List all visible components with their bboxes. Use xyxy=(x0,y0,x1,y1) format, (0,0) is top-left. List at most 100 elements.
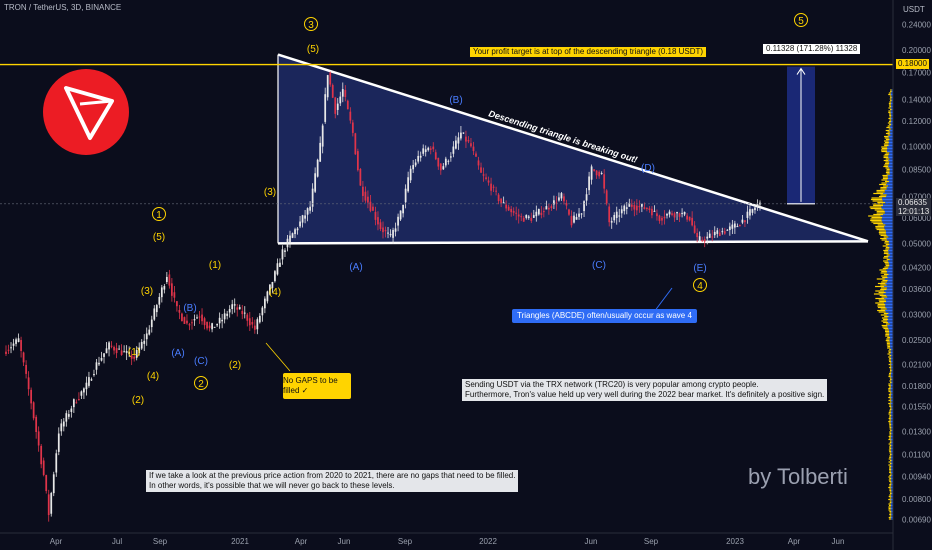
candle-body xyxy=(625,207,628,209)
candle-body xyxy=(756,203,759,208)
candle-body xyxy=(356,151,359,171)
candle-body xyxy=(158,296,161,305)
candle-body xyxy=(726,229,729,231)
x-tick-label: Jun xyxy=(338,537,351,546)
candle-body xyxy=(520,216,523,218)
x-tick-label: Apr xyxy=(788,537,801,546)
y-tick-label: 0.14000 xyxy=(902,96,931,105)
y-tick-label: 0.06000 xyxy=(902,214,931,223)
candle-body xyxy=(661,217,663,221)
candle-body xyxy=(749,209,751,216)
y-tick-label: 0.03000 xyxy=(902,311,931,320)
wave-label: 5 xyxy=(798,16,804,27)
candle-body xyxy=(331,85,334,98)
candle-body xyxy=(143,340,146,344)
candle-body xyxy=(407,177,410,192)
y-tick-label: 0.12000 xyxy=(902,117,931,126)
candle-body xyxy=(744,220,746,223)
candle-body xyxy=(397,216,399,226)
candle-body xyxy=(633,205,636,210)
candle-body xyxy=(198,316,201,318)
candle-body xyxy=(555,202,558,204)
candle-body xyxy=(281,249,284,260)
wave-label: (B) xyxy=(183,303,196,314)
candle-body xyxy=(226,313,229,316)
candle-body xyxy=(196,317,198,319)
no-gaps-text: No GAPS to be filled ✓ xyxy=(283,376,338,395)
candle-body xyxy=(40,445,43,465)
candle-body xyxy=(402,204,404,214)
candle-body xyxy=(10,347,12,349)
wave-label: (C) xyxy=(194,356,208,367)
candle-body xyxy=(168,274,171,286)
candle-body xyxy=(191,322,193,324)
y-tick-label: 0.04200 xyxy=(902,264,931,273)
candle-body xyxy=(208,325,211,329)
candle-body xyxy=(311,188,314,207)
candle-body xyxy=(72,399,75,408)
candle-body xyxy=(364,191,367,201)
y-tick-label: 0.02100 xyxy=(902,360,931,369)
candles xyxy=(5,71,761,522)
candle-body xyxy=(487,180,490,183)
y-tick-label: 0.02500 xyxy=(902,336,931,345)
gaps-note: If we take a look at the previous price … xyxy=(146,470,519,492)
target-note-text: Your profit target is at top of the desc… xyxy=(473,47,704,56)
logo-mark-cross xyxy=(79,99,113,106)
candle-body xyxy=(160,287,163,298)
candle-body xyxy=(656,213,658,217)
wave-label: 1 xyxy=(156,210,162,221)
x-tick-label: Sep xyxy=(398,537,413,546)
candle-body xyxy=(314,173,317,192)
y-tick-label: 0.17000 xyxy=(902,69,931,78)
tron-logo xyxy=(43,69,129,155)
wave-label: (A) xyxy=(171,348,184,359)
candle-body xyxy=(432,146,435,150)
candle-body xyxy=(186,320,188,324)
candle-body xyxy=(171,283,173,296)
candle-body xyxy=(306,208,309,215)
candle-body xyxy=(598,171,601,177)
candle-body xyxy=(470,143,472,147)
candle-body xyxy=(590,166,593,180)
candle-body xyxy=(490,183,492,191)
candle-body xyxy=(703,239,706,242)
candle-body xyxy=(263,298,266,309)
candle-body xyxy=(135,350,138,358)
y-tick-label: 0.03600 xyxy=(902,285,931,294)
candle-body xyxy=(65,413,68,422)
candle-body xyxy=(7,349,10,351)
candle-body xyxy=(452,146,455,154)
candle-body xyxy=(721,231,724,233)
candle-body xyxy=(279,262,281,267)
y-tick-label: 0.08500 xyxy=(902,165,931,174)
candle-body xyxy=(595,170,598,176)
candle-body xyxy=(568,209,570,215)
candle-body xyxy=(153,308,156,320)
candle-body xyxy=(548,207,550,210)
candle-body xyxy=(643,207,646,209)
candle-body xyxy=(515,212,518,214)
candle-body xyxy=(62,421,65,427)
candle-body xyxy=(344,90,347,98)
candle-body xyxy=(399,210,402,220)
candle-body xyxy=(32,402,35,419)
candle-body xyxy=(502,202,505,204)
candle-body xyxy=(482,174,485,176)
candle-body xyxy=(711,236,714,238)
candle-body xyxy=(246,314,249,321)
wave-circle xyxy=(304,17,318,31)
wave-circle xyxy=(693,278,707,292)
candle-body xyxy=(640,203,643,207)
candle-body xyxy=(686,215,688,220)
candle-body xyxy=(666,213,668,216)
wave-label: 2 xyxy=(198,379,204,390)
candle-body xyxy=(329,72,332,85)
symbol-text: TRON / TetherUS, 3D, BINANCE xyxy=(4,3,122,12)
candle-body xyxy=(88,377,90,386)
candle-body xyxy=(125,350,128,353)
candle-body xyxy=(60,423,63,432)
watermark: by Tolberti xyxy=(748,464,848,490)
candle-body xyxy=(457,137,460,144)
